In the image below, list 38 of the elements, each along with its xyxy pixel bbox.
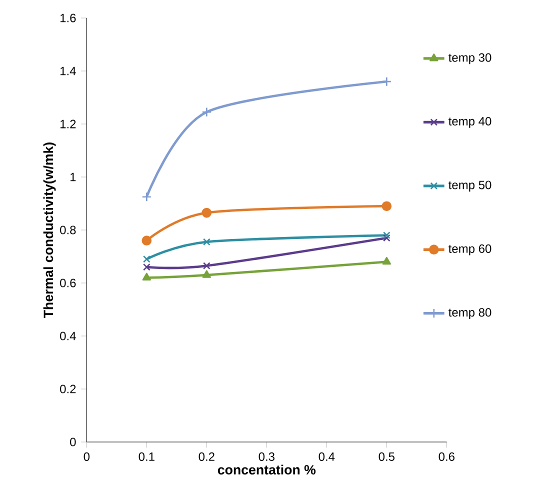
x-tick-label: 0.1 xyxy=(138,452,154,461)
y-tick-label: 1.6 xyxy=(60,14,76,22)
y-tick-label: 0.4 xyxy=(60,332,76,340)
x-tick-label: 0.3 xyxy=(258,452,274,461)
legend-label: temp 50 xyxy=(448,180,492,192)
point xyxy=(202,238,210,246)
point xyxy=(382,201,392,212)
y-tick-label: 1.4 xyxy=(60,66,76,76)
point xyxy=(142,272,152,281)
point xyxy=(382,234,390,242)
point xyxy=(202,262,210,270)
point xyxy=(142,263,150,271)
y-tick-label: 0.6 xyxy=(60,278,76,288)
point xyxy=(202,208,212,218)
legend-label: temp 30 xyxy=(448,53,492,64)
point xyxy=(202,107,212,118)
point xyxy=(142,236,152,246)
point xyxy=(382,76,392,87)
point xyxy=(382,232,390,239)
point xyxy=(142,192,152,202)
legend-label: temp 40 xyxy=(448,116,492,128)
x-tick-label: 0.5 xyxy=(378,452,394,461)
y-tick-label: 1 xyxy=(70,172,76,182)
point xyxy=(382,256,392,265)
x-tick-label: 0.6 xyxy=(438,452,454,461)
x-tick-label: 0.4 xyxy=(318,452,335,461)
point xyxy=(142,255,150,263)
legend-label: temp 60 xyxy=(448,244,492,256)
x-tick-label: 0.2 xyxy=(198,452,214,461)
y-tick-label: 1.2 xyxy=(60,120,76,128)
y-axis-title: Thermal conductivity(w/mk) xyxy=(43,142,56,318)
x-tick-label: 0 xyxy=(84,452,90,461)
y-tick-label: 0.8 xyxy=(60,226,76,234)
legend-label: temp 80 xyxy=(448,308,492,319)
x-axis-title: concentation % xyxy=(218,464,316,475)
y-tick-label: 0 xyxy=(70,438,76,446)
y-tick-label: 0.2 xyxy=(60,384,76,394)
point xyxy=(202,270,212,278)
